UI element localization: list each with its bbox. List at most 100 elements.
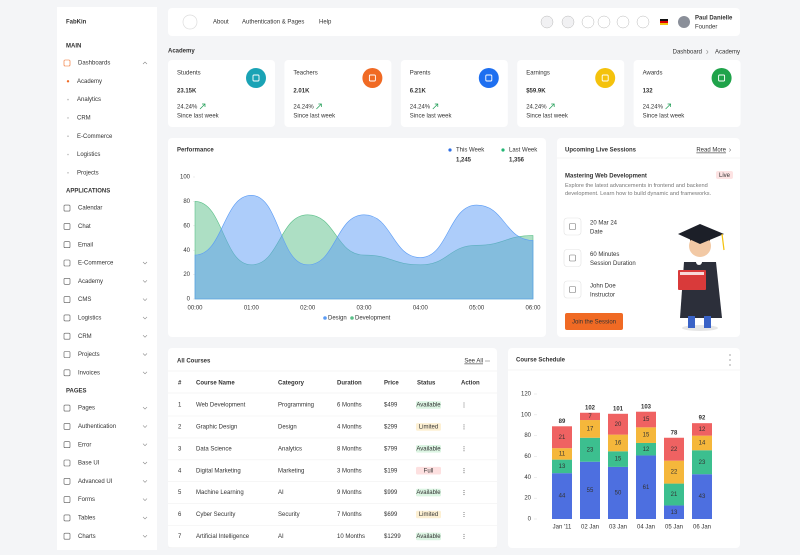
table-cell: Security <box>278 512 300 518</box>
action-dot[interactable] <box>463 428 465 430</box>
page-title: Academy <box>168 49 195 55</box>
action-dot[interactable] <box>463 511 465 514</box>
menu-item[interactable]: Authentication <box>78 424 116 430</box>
action-dot[interactable] <box>463 494 465 496</box>
table-cell: $999 <box>384 490 398 496</box>
table-cell: $499 <box>384 403 398 409</box>
menu-item[interactable]: Base UI <box>78 461 100 467</box>
action-dot[interactable] <box>463 472 465 474</box>
avatar[interactable] <box>678 16 690 28</box>
action-dot[interactable] <box>463 515 465 518</box>
toolbar-icon[interactable] <box>597 15 611 29</box>
menu-item[interactable]: E-Commerce <box>78 261 114 267</box>
action-dot[interactable] <box>463 404 465 406</box>
submenu-item[interactable]: Analytics <box>77 97 101 103</box>
table-cell: 8 Months <box>337 446 362 452</box>
action-dot[interactable] <box>463 426 465 428</box>
menu-item[interactable]: CMS <box>78 297 91 303</box>
action-dot[interactable] <box>463 450 465 452</box>
total-label: 89 <box>559 419 566 425</box>
menu-item[interactable]: Email <box>78 242 93 248</box>
stat-change: 24.24% <box>410 105 431 111</box>
nav-link[interactable]: About <box>213 20 229 26</box>
chevron <box>142 534 148 538</box>
menu-item[interactable]: Forms <box>78 497 95 503</box>
bar-segment <box>608 451 628 467</box>
menu-item[interactable]: Pages <box>78 406 95 412</box>
menu-item[interactable]: Calendar <box>78 206 102 212</box>
status-badge <box>416 532 441 541</box>
submenu-item[interactable]: CRM <box>77 115 91 121</box>
nav-link[interactable]: Authentication & Pages <box>242 20 304 26</box>
action-dot[interactable] <box>463 402 465 404</box>
menu-item[interactable]: Tables <box>78 515 95 521</box>
action-dot[interactable] <box>463 492 465 494</box>
menu-toggle[interactable] <box>182 14 198 30</box>
submenu-item[interactable]: Logistics <box>77 152 100 158</box>
action-dot[interactable] <box>463 513 465 516</box>
segment-label: 44 <box>559 494 566 500</box>
status-badge <box>416 445 441 453</box>
submenu-item[interactable]: E-Commerce <box>77 134 113 140</box>
chevron <box>142 443 148 447</box>
toolbar-icon[interactable] <box>540 15 554 29</box>
action-dot[interactable] <box>463 537 465 539</box>
action-dot[interactable] <box>463 470 465 472</box>
submenu-item[interactable]: Projects <box>77 170 99 176</box>
menu-item[interactable]: Academy <box>78 279 103 285</box>
action-dot[interactable] <box>463 468 465 470</box>
toolbar-icon[interactable] <box>561 15 575 29</box>
chevron <box>142 353 148 356</box>
detail-glyph <box>569 286 576 293</box>
status-text: Available <box>416 403 441 409</box>
action-dot[interactable] <box>463 406 465 408</box>
action-dot[interactable] <box>463 535 465 537</box>
menu-icon <box>63 351 71 358</box>
x-tick-label: 01:00 <box>244 306 260 312</box>
card-title: All Courses <box>177 359 211 365</box>
action-dot[interactable] <box>463 533 465 535</box>
bar-segment <box>636 455 656 519</box>
bar-segment <box>580 461 600 519</box>
total-label: 102 <box>585 405 596 411</box>
menu-item[interactable]: Charts <box>78 534 96 540</box>
menu-item[interactable]: Invoices <box>78 370 100 376</box>
menu-item[interactable]: Chat <box>78 224 91 230</box>
action-dot[interactable] <box>463 446 465 448</box>
menu-item[interactable]: Dashboards <box>78 61 110 67</box>
menu-item[interactable]: Logistics <box>78 315 101 321</box>
status-badge <box>416 510 441 519</box>
menu-item[interactable]: Error <box>78 442 91 448</box>
stat-note: Since last week <box>643 114 686 120</box>
action-dot[interactable] <box>463 448 465 450</box>
menu-icon <box>63 59 71 67</box>
bar-segment <box>608 413 628 435</box>
trend-arrow-head <box>202 103 206 107</box>
trend-arrow-head <box>434 103 439 107</box>
breadcrumb-sep <box>706 49 709 55</box>
table-cell: Machine Learning <box>196 490 244 496</box>
menu-item[interactable]: Projects <box>78 352 100 358</box>
join-button[interactable] <box>565 313 623 330</box>
area <box>194 194 534 300</box>
segment-label: 15 <box>643 417 650 423</box>
menu-item[interactable]: CRM <box>78 334 92 340</box>
collar <box>696 259 702 265</box>
kebab-dot <box>729 364 731 366</box>
read-more-link[interactable]: Read More <box>696 148 726 154</box>
section-title: APPLICATIONS <box>66 189 110 195</box>
y-tick-label: 40 <box>524 475 531 481</box>
toolbar-icon[interactable] <box>616 15 630 29</box>
toolbar-icon[interactable] <box>581 15 595 29</box>
nav-link[interactable]: Help <box>319 20 332 26</box>
action-dot[interactable] <box>463 490 465 492</box>
see-all-link[interactable]: See All <box>464 359 483 365</box>
action-dot[interactable] <box>463 424 465 426</box>
toolbar-icon[interactable] <box>636 15 650 29</box>
segment-label: 20 <box>615 422 622 428</box>
submenu-item[interactable]: Academy <box>77 79 102 85</box>
legend-label: Development <box>355 316 391 322</box>
kebab-dot <box>729 359 731 361</box>
submenu-dot <box>67 98 69 101</box>
menu-item[interactable]: Advanced UI <box>78 479 113 485</box>
